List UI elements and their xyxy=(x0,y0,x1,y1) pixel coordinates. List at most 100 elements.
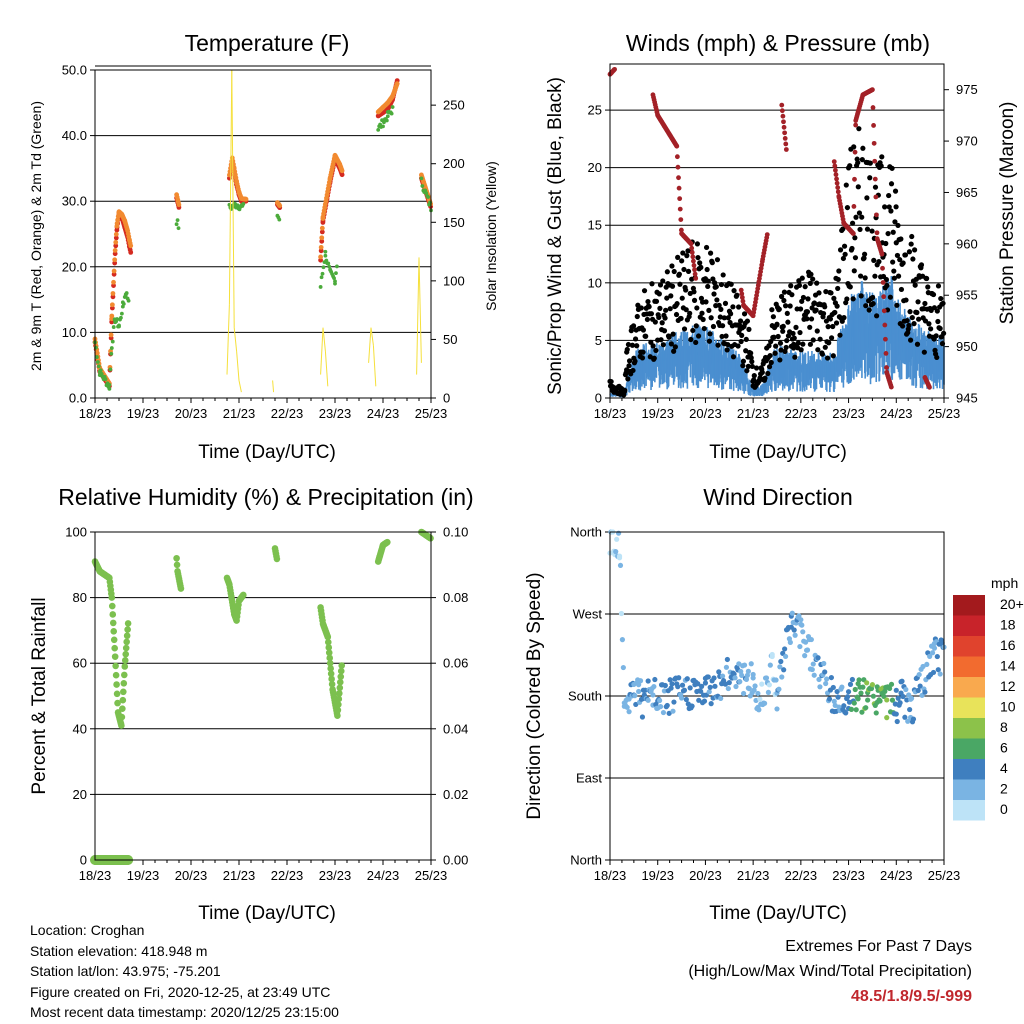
gust-point xyxy=(702,326,707,331)
relative-humidity-point xyxy=(174,562,181,569)
station-pressure-point xyxy=(882,308,887,313)
gust-point xyxy=(925,284,930,289)
gust-point xyxy=(842,244,847,249)
x-tick-label: 18/23 xyxy=(79,406,112,421)
winds-xlabel: Time (Day/UTC) xyxy=(709,442,847,463)
x-tick-label: 18/23 xyxy=(594,406,627,421)
2m-td-point xyxy=(108,387,112,391)
gust-point xyxy=(889,166,894,171)
gust-point xyxy=(814,281,819,286)
gust-point xyxy=(643,334,648,339)
gust-point xyxy=(841,315,846,320)
y-tick-label: East xyxy=(576,771,602,786)
2m-td-point xyxy=(112,325,116,329)
station-pressure-point xyxy=(691,259,696,264)
direction-point xyxy=(658,704,663,709)
9m-t-point xyxy=(112,269,117,274)
plot-frame xyxy=(95,532,431,860)
gust-point xyxy=(883,241,888,246)
solar-insolation-segment xyxy=(325,351,327,386)
gust-point xyxy=(642,288,647,293)
direction-point xyxy=(709,701,714,706)
gust-point xyxy=(688,337,693,342)
direction-point xyxy=(756,707,761,712)
y-tick-label: North xyxy=(570,525,602,540)
9m-t-point xyxy=(111,280,116,285)
station-pressure-point xyxy=(872,141,877,146)
2m-td-point xyxy=(385,119,389,123)
gust-point xyxy=(909,241,914,246)
humidity-plot: 0204060801000.000.020.040.060.080.1018/2… xyxy=(65,525,468,884)
2m-td-point xyxy=(176,218,180,222)
direction-point xyxy=(632,693,637,698)
gust-point xyxy=(856,184,861,189)
gust-point xyxy=(805,309,810,314)
relative-humidity-point xyxy=(110,620,117,627)
gust-point xyxy=(721,272,726,277)
relative-humidity-point xyxy=(336,696,343,703)
relative-humidity-point xyxy=(110,628,117,635)
station-elevation: Station elevation: 418.948 m xyxy=(30,941,339,962)
y-tick-label: 10.0 xyxy=(62,325,87,340)
station-pressure-point xyxy=(834,172,839,177)
colorbar-label: 18 xyxy=(1000,617,1016,633)
solar-insolation-segment xyxy=(321,328,323,375)
gust-point xyxy=(829,335,834,340)
9m-t-point xyxy=(109,314,114,319)
gust-point xyxy=(777,357,782,362)
gust-point xyxy=(879,163,884,168)
gust-point xyxy=(919,262,924,267)
gust-point xyxy=(728,311,733,316)
gust-point xyxy=(725,347,730,352)
direction-point xyxy=(829,675,834,680)
direction-point xyxy=(853,687,858,692)
direction-point xyxy=(725,657,730,662)
relative-humidity-point xyxy=(334,712,341,719)
station-pressure-point xyxy=(781,119,786,124)
gust-point xyxy=(677,272,682,277)
gust-point xyxy=(843,252,848,257)
gust-point xyxy=(910,315,915,320)
y2-tick-label: 950 xyxy=(956,339,978,354)
station-pressure-point xyxy=(852,204,857,209)
station-pressure-point xyxy=(781,114,786,119)
gust-point xyxy=(790,331,795,336)
x-tick-label: 19/23 xyxy=(641,406,674,421)
station-pressure-point xyxy=(835,185,840,190)
gust-point xyxy=(633,336,638,341)
gust-point xyxy=(719,282,724,287)
gust-point xyxy=(882,204,887,209)
x-tick-label: 23/23 xyxy=(832,868,865,883)
relative-humidity-point xyxy=(122,651,129,658)
gust-point xyxy=(808,272,813,277)
solar-insolation-segment xyxy=(419,257,421,362)
x-tick-label: 25/23 xyxy=(415,406,448,421)
y2-tick-label: 970 xyxy=(956,134,978,149)
direction-xlabel: Time (Day/UTC) xyxy=(709,903,847,924)
direction-point xyxy=(854,707,859,712)
station-pressure-point xyxy=(690,250,695,255)
gust-point xyxy=(782,290,787,295)
9m-t-point xyxy=(244,197,249,202)
x-tick-label: 19/23 xyxy=(127,406,160,421)
y-tick-label: 15 xyxy=(588,218,602,233)
x-tick-label: 21/23 xyxy=(223,406,256,421)
gust-point xyxy=(903,297,908,302)
station-pressure-point xyxy=(880,266,885,271)
gust-point xyxy=(660,278,665,283)
y-tick-label: 30.0 xyxy=(62,194,87,209)
direction-point xyxy=(685,676,690,681)
gust-point xyxy=(772,351,777,356)
2m-td-point xyxy=(175,222,179,226)
direction-point xyxy=(848,682,853,687)
gust-point xyxy=(859,293,864,298)
9m-t-point xyxy=(177,202,182,207)
winds-plot: 051015202594595095596096597097518/23 19/2… xyxy=(588,64,978,421)
station-pressure-point xyxy=(882,323,887,328)
gust-point xyxy=(831,296,836,301)
direction-point xyxy=(783,654,788,659)
colorbar-title: mph xyxy=(991,575,1018,591)
direction-point xyxy=(689,703,694,708)
direction-point xyxy=(823,681,828,686)
station-pressure-point xyxy=(872,159,877,164)
